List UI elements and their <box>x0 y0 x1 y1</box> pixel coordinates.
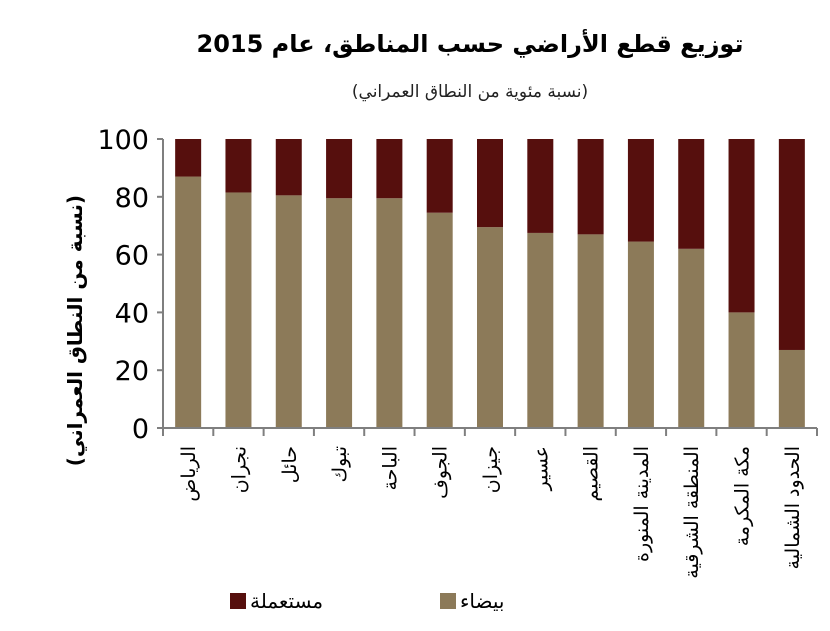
bar-vacant <box>426 212 453 428</box>
bar-vacant <box>326 198 353 428</box>
x-tick-label: الجوف <box>430 446 452 499</box>
x-tick-label: القصيم <box>581 446 603 502</box>
bar-vacant <box>678 248 705 428</box>
bar-used <box>778 139 805 350</box>
x-tick-label: عسير <box>530 446 552 492</box>
bar-vacant <box>778 349 805 428</box>
chart-subtitle: (نسبة مئوية من النطاق العمراني) <box>352 82 588 102</box>
bar-vacant <box>275 195 302 428</box>
bar-vacant <box>175 176 202 428</box>
x-tick-label: نجران <box>228 446 250 493</box>
x-tick-label: جيزان <box>480 446 502 493</box>
x-tick-label: الباحة <box>379 446 401 491</box>
bar-used <box>678 139 705 249</box>
x-tick-label: تبوك <box>329 446 351 483</box>
x-tick-label: المدينة المنورة <box>631 446 653 562</box>
bar-used <box>326 139 353 199</box>
bar-used <box>225 139 252 193</box>
y-tick-label: 60 <box>115 241 149 272</box>
y-tick-label: 80 <box>115 183 149 214</box>
bar-used <box>175 139 202 177</box>
x-tick-label: الرياض <box>178 446 200 502</box>
y-tick-label: 20 <box>115 356 149 387</box>
bar-vacant <box>577 234 604 428</box>
x-tick-label: الحدود الشمالية <box>782 446 804 569</box>
y-tick-label: 40 <box>115 298 149 329</box>
bar-vacant <box>477 227 503 428</box>
x-tick-label: حائل <box>279 446 301 483</box>
bar-used <box>376 139 403 199</box>
legend-label-used: مستعملة <box>250 589 323 613</box>
bar-vacant <box>527 232 554 428</box>
bar-used <box>426 139 453 213</box>
y-axis-label: (نسبة من النطاق العمراني) <box>63 195 88 466</box>
y-tick-label: 0 <box>132 414 149 445</box>
bar-used <box>577 139 604 235</box>
bar-vacant <box>225 192 252 428</box>
bar-used <box>477 139 503 228</box>
legend-label-vacant: بيضاء <box>460 589 504 613</box>
x-tick-label: مكة المكرمة <box>732 446 754 546</box>
bar-used <box>627 139 654 242</box>
bar-used <box>728 139 755 313</box>
bar-vacant <box>376 198 403 428</box>
legend-swatch-used <box>230 593 246 609</box>
bar-vacant <box>627 241 654 428</box>
chart-title: توزيع قطع الأراضي حسب المناطق، عام 2015 <box>197 29 744 58</box>
bar-used <box>527 139 554 233</box>
bar-used <box>275 139 302 196</box>
bar-vacant <box>728 312 755 428</box>
y-tick-label: 100 <box>97 125 149 156</box>
legend-swatch-vacant <box>440 593 456 609</box>
x-tick-label: المنطقة الشرقية <box>681 446 703 579</box>
